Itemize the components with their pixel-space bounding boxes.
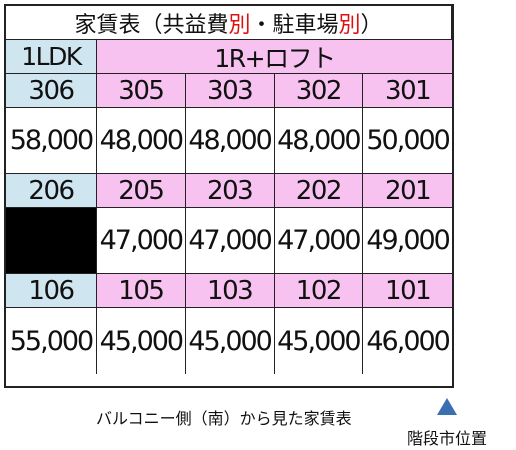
price-106: 55,000 — [6, 308, 97, 374]
price-205: 47,000 — [97, 208, 186, 274]
price-101: 46,000 — [363, 308, 452, 374]
price-303: 48,000 — [185, 108, 275, 174]
room-106: 106 — [6, 274, 97, 308]
price-103: 45,000 — [185, 308, 275, 374]
balcony-caption: バルコニー側（南）から見た家賃表 — [96, 409, 352, 428]
room-101: 101 — [363, 274, 452, 308]
room-305: 305 — [97, 74, 186, 108]
price-102: 45,000 — [274, 308, 364, 374]
price-302: 48,000 — [274, 108, 364, 174]
title-betsu-1: 別 — [228, 12, 251, 38]
room-205: 205 — [97, 174, 186, 208]
price-306: 58,000 — [6, 108, 97, 174]
price-201: 49,000 — [363, 208, 452, 274]
price-105: 45,000 — [97, 308, 186, 374]
type-1ldk: 1LDK — [6, 40, 97, 74]
room-103: 103 — [185, 274, 275, 308]
price-301: 50,000 — [363, 108, 452, 174]
room-203: 203 — [185, 174, 275, 208]
room-102: 102 — [274, 274, 364, 308]
room-303: 303 — [185, 74, 275, 108]
room-105: 105 — [97, 274, 186, 308]
room-302: 302 — [274, 74, 364, 108]
title-betsu-2: 別 — [338, 12, 361, 38]
price-305: 48,000 — [97, 108, 186, 174]
rent-table: 家賃表（共益費別・駐車場別） 1LDK 1R+ロフト 306 305 303 3… — [4, 4, 454, 388]
type-1r-loft: 1R+ロフト — [97, 40, 452, 74]
price-202: 47,000 — [274, 208, 364, 274]
stair-triangle-icon — [437, 398, 457, 415]
table-title: 家賃表（共益費別・駐車場別） — [6, 6, 452, 40]
room-306: 306 — [6, 74, 97, 108]
stair-label: 階段市位置 — [407, 429, 488, 448]
price-206-unavailable — [6, 208, 97, 274]
price-203: 47,000 — [185, 208, 275, 274]
room-201: 201 — [363, 174, 452, 208]
room-301: 301 — [363, 74, 452, 108]
room-202: 202 — [274, 174, 364, 208]
room-206: 206 — [6, 174, 97, 208]
